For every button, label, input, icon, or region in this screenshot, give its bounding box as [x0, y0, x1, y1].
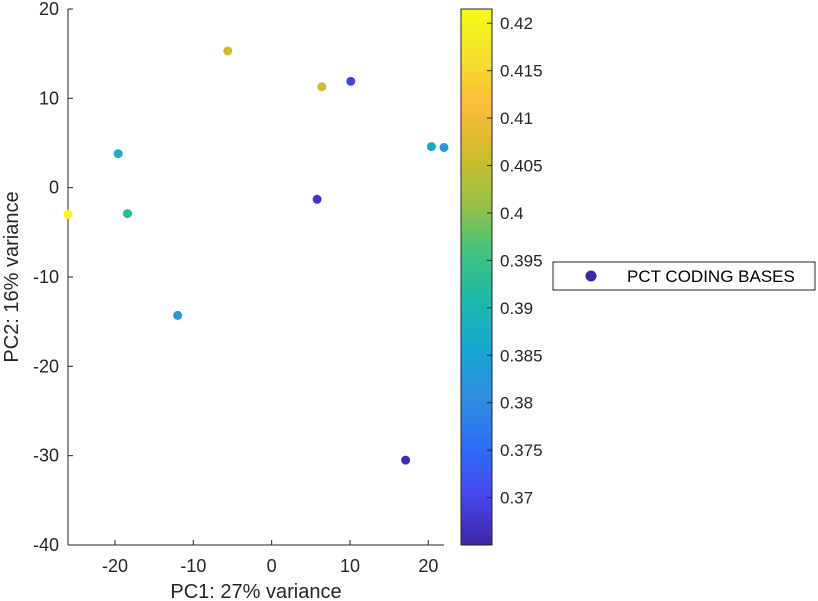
colorbar-tick-label: 0.38	[500, 394, 533, 413]
data-point	[426, 142, 436, 152]
x-ticks: -20 -10 0 10 20	[102, 540, 438, 576]
x-tick-label: -20	[102, 556, 128, 576]
colorbar-tick-label: 0.4	[500, 204, 524, 223]
colorbar-tick-label: 0.42	[500, 14, 533, 33]
data-point	[113, 149, 123, 159]
x-tick-label: 20	[418, 556, 438, 576]
colorbar-tick-label: 0.405	[500, 157, 543, 176]
x-tick-label: 10	[340, 556, 360, 576]
y-tick-label: 20	[39, 0, 59, 19]
plot-axes	[67, 9, 444, 546]
x-tick-label: -10	[180, 556, 206, 576]
y-tick-label: -30	[33, 446, 59, 466]
data-point	[439, 142, 449, 152]
colorbar: 0.42 0.415 0.41 0.405 0.4 0.395 0.39 0.385 0.38 0…	[460, 8, 543, 546]
data-point	[63, 209, 73, 219]
colorbar-tick-label: 0.41	[500, 109, 533, 128]
colorbar-tick-label: 0.395	[500, 251, 543, 270]
data-point	[173, 310, 183, 320]
data-points	[63, 46, 449, 465]
data-point	[401, 455, 411, 465]
legend-label: PCT CODING BASES	[627, 267, 795, 286]
legend-marker	[585, 270, 597, 282]
colorbar-tick-label: 0.375	[500, 441, 543, 460]
x-axis-title: PC1: 27% variance	[170, 581, 341, 601]
y-tick-label: 0	[49, 178, 59, 198]
y-tick-label: 10	[39, 88, 59, 108]
y-ticks: 20 10 0 -10 -20 -30 -40	[33, 0, 73, 555]
y-tick-label: -20	[33, 356, 59, 376]
colorbar-tick-label: 0.415	[500, 62, 543, 81]
colorbar-tick-label: 0.39	[500, 299, 533, 318]
colorbar-tick-label: 0.37	[500, 489, 533, 508]
y-tick-label: -40	[33, 535, 59, 555]
data-point	[123, 209, 133, 219]
data-point	[312, 194, 322, 204]
y-axis-title: PC2: 16% variance	[1, 191, 23, 362]
colorbar-gradient	[460, 8, 493, 546]
colorbar-ticks: 0.42 0.415 0.41 0.405 0.4 0.395 0.39 0.385 0.38 0…	[487, 14, 543, 508]
x-tick-label: 0	[267, 556, 277, 576]
legend-box	[552, 261, 816, 291]
colorbar-tick-label: 0.385	[500, 346, 543, 365]
y-tick-label: -10	[33, 267, 59, 287]
data-point	[346, 76, 356, 86]
legend: PCT CODING BASES	[552, 261, 816, 291]
data-point	[223, 46, 233, 56]
data-point	[317, 82, 327, 92]
